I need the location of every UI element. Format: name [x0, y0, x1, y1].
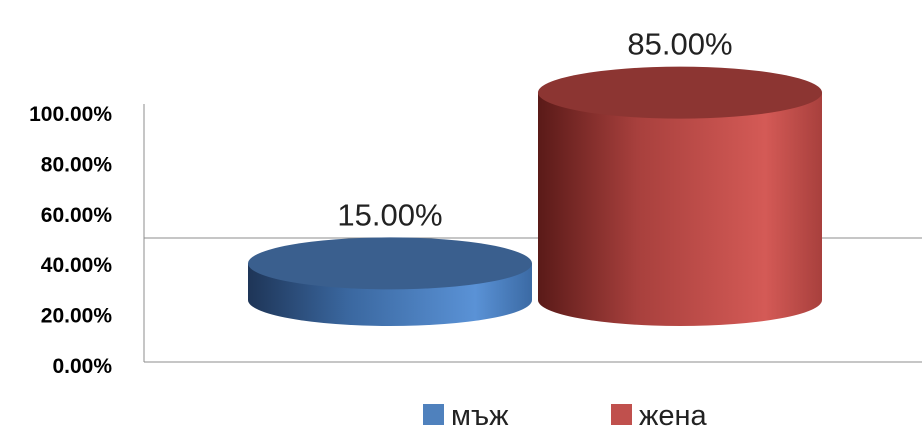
y-tick-label: 20.00% — [41, 305, 113, 328]
y-tick-label: 80.00% — [41, 153, 113, 176]
y-tick-label: 60.00% — [41, 204, 113, 227]
cylinder-top — [248, 237, 532, 290]
data-label-1: 15.00% — [337, 197, 442, 232]
bar-1 — [248, 237, 532, 326]
legend: мъж жена — [423, 400, 708, 432]
legend-label-2: жена — [639, 400, 708, 432]
y-tick-label: 40.00% — [41, 254, 113, 277]
data-label-2: 85.00% — [627, 27, 732, 62]
cylinder-body — [538, 92, 822, 326]
bar-2 — [538, 66, 822, 326]
cylinder-top — [538, 66, 822, 119]
y-axis-ticks: 0.00% 20.00% 40.00% 60.00% 80.00% 100.00% — [29, 103, 112, 378]
y-tick-label: 100.00% — [29, 103, 112, 126]
legend-swatch-1 — [423, 404, 444, 425]
y-tick-label: 0.00% — [52, 355, 112, 378]
legend-label-1: мъж — [451, 400, 509, 432]
data-labels: 15.00% 85.00% — [337, 27, 732, 233]
bars — [248, 66, 822, 326]
legend-swatch-2 — [611, 404, 632, 425]
